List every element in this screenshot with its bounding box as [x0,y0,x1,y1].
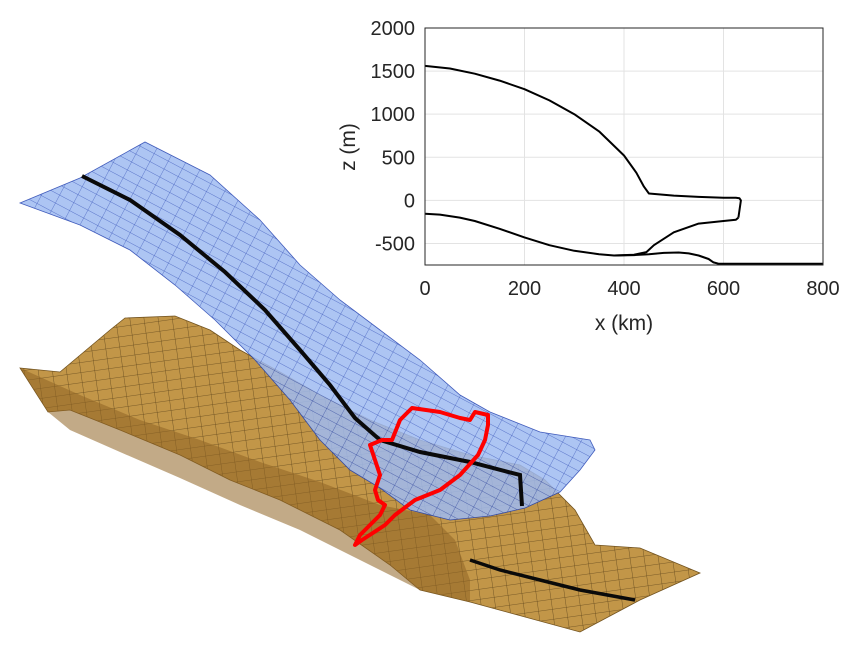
x-tick-labels: 0 200 400 600 800 [419,278,839,300]
y-tick-label: 1000 [371,104,416,126]
series-line-1 [424,64,742,218]
inset-axes-box [424,27,824,266]
ice-surface [18,141,596,521]
bed-flowline [469,558,636,602]
y-tick-label: 2000 [371,18,416,40]
y-axis-label: z (m) [337,123,360,171]
x-tick-label: 0 [419,278,430,300]
x-tick-label: 800 [806,278,839,300]
inset-series [424,64,823,265]
y-tick-label: -500 [375,233,415,255]
y-tick-labels: 2000 1500 1000 500 0 -500 [371,18,416,255]
series-line-2 [424,212,740,257]
surface-3d-plot [18,141,702,633]
grounding-line [353,406,490,547]
x-tick-label: 400 [607,278,640,300]
x-tick-label: 200 [508,278,541,300]
x-tick-label: 600 [707,278,740,300]
x-axis-label: x (km) [595,312,653,335]
series-line-3 [613,251,823,265]
y-tick-label: 1500 [371,61,416,83]
y-tick-label: 500 [382,147,415,169]
inset-axes: 0 200 400 600 800 2000 1500 1000 500 0 -500 x (km… [337,18,840,335]
y-tick-label: 0 [404,190,415,212]
